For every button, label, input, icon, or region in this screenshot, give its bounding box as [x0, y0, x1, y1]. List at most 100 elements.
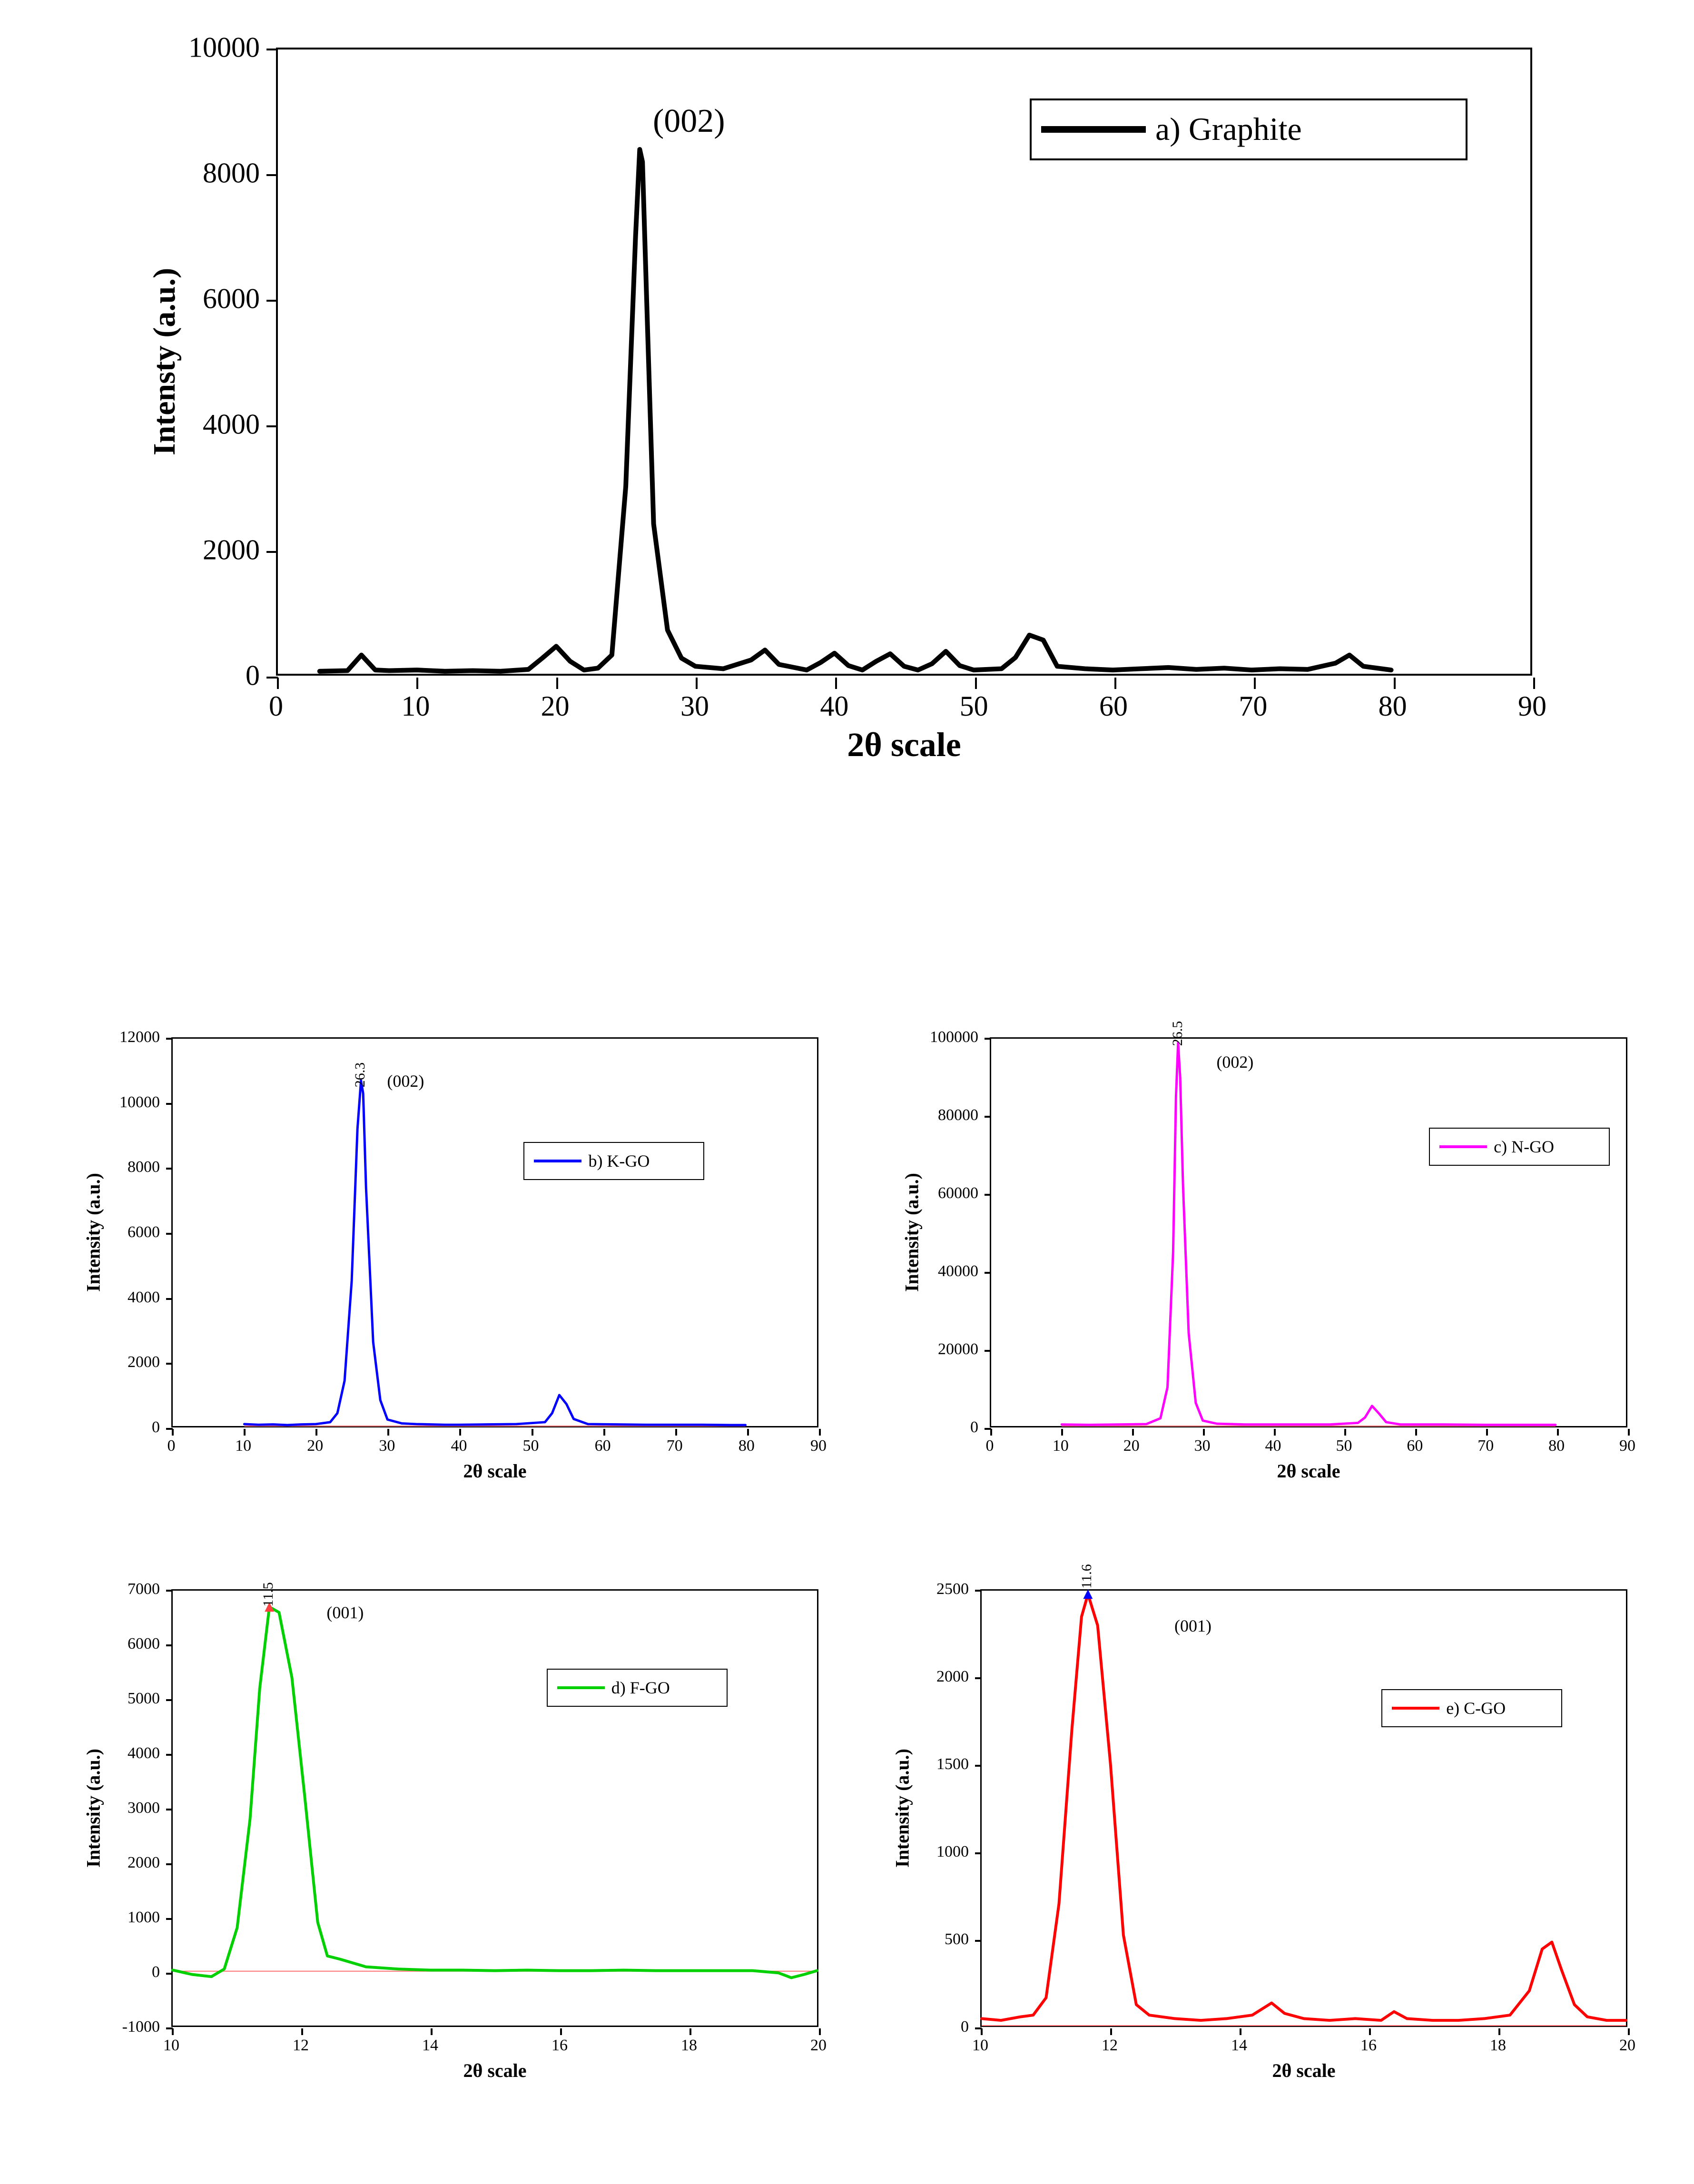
series-line: [244, 1081, 745, 1425]
y-tick: [166, 2027, 173, 2029]
x-tick-label: 30: [680, 690, 709, 723]
x-tick: [560, 2028, 562, 2035]
x-tick-label: 90: [810, 1437, 827, 1455]
y-tick: [166, 1168, 173, 1170]
x-tick-label: 60: [1099, 690, 1128, 723]
x-tick-label: 18: [1490, 2036, 1506, 2055]
x-tick-label: 50: [523, 1437, 539, 1455]
x-tick: [315, 1429, 317, 1436]
x-tick: [689, 2028, 691, 2035]
y-tick-label: 2000: [203, 534, 260, 567]
legend-line-swatch: [534, 1160, 581, 1162]
x-tick-label: 20: [1123, 1437, 1140, 1455]
x-tick: [1557, 1429, 1559, 1436]
y-tick-label: 0: [152, 1963, 160, 1981]
x-tick-label: 20: [541, 690, 570, 723]
y-tick-label: 1500: [936, 1755, 969, 1773]
x-tick: [835, 678, 837, 689]
y-tick-label: 4000: [128, 1289, 160, 1307]
legend-box: b) K-GO: [523, 1142, 704, 1180]
y-tick-label: 6000: [128, 1223, 160, 1241]
x-tick: [1533, 678, 1535, 689]
x-tick: [1628, 1429, 1630, 1436]
legend-label: b) K-GO: [588, 1151, 650, 1171]
y-tick: [985, 1194, 991, 1196]
series-line: [982, 1594, 1626, 2020]
peak-value-label: 26.5: [1170, 1021, 1186, 1046]
x-tick: [556, 678, 558, 689]
x-axis-title: 2θ scale: [463, 1460, 526, 1482]
y-tick-label: 80000: [938, 1106, 978, 1124]
y-tick-label: 0: [152, 1418, 160, 1436]
y-tick: [985, 1272, 991, 1274]
x-tick: [675, 1429, 677, 1436]
peak-marker: [1083, 1589, 1093, 1599]
y-tick-label: 7000: [128, 1580, 160, 1598]
x-tick-label: 40: [1265, 1437, 1281, 1455]
x-tick-label: 12: [1102, 2036, 1118, 2055]
x-tick-label: 50: [960, 690, 988, 723]
x-tick: [1394, 678, 1396, 689]
y-tick: [975, 1765, 982, 1767]
x-tick: [1240, 2028, 1241, 2035]
peak-plane-annotation: (002): [387, 1071, 424, 1091]
y-tick-label: 60000: [938, 1184, 978, 1202]
x-axis-title: 2θ scale: [463, 2059, 526, 2082]
peak-value-label: 11.5: [260, 1583, 276, 1607]
chart-panel-chart_b: 0102030405060708090020004000600080001000…: [57, 1018, 847, 1523]
x-tick-label: 90: [1619, 1437, 1635, 1455]
y-tick: [166, 1038, 173, 1040]
peak-value-label: 26.3: [352, 1062, 368, 1087]
y-tick: [266, 677, 278, 679]
y-tick-label: 6000: [128, 1635, 160, 1653]
x-tick-label: 14: [422, 2036, 438, 2055]
y-tick: [975, 1852, 982, 1854]
y-tick: [975, 1940, 982, 1942]
y-tick: [166, 1298, 173, 1300]
legend-box: c) N-GO: [1429, 1128, 1610, 1166]
x-axis-title: 2θ scale: [1272, 2059, 1335, 2082]
x-tick-label: 90: [1518, 690, 1546, 723]
y-tick-label: 40000: [938, 1262, 978, 1280]
x-tick-label: 60: [595, 1437, 611, 1455]
page-root: 0102030405060708090020004000600080001000…: [0, 0, 1694, 2184]
x-tick: [459, 1429, 461, 1436]
x-tick: [1415, 1429, 1417, 1436]
legend-label: d) F-GO: [611, 1678, 670, 1698]
y-axis-title: Intensity (a.u.): [82, 1749, 105, 1868]
legend-label: a) Graphite: [1155, 110, 1302, 148]
peak-plane-annotation: (002): [1216, 1052, 1253, 1072]
legend-label: e) C-GO: [1446, 1698, 1506, 1718]
y-tick: [166, 1809, 173, 1810]
y-axis-title: Intensity (a.u.): [891, 1749, 914, 1868]
y-tick-label: 0: [246, 659, 260, 692]
plot-area-chart_b: [171, 1037, 818, 1427]
x-tick: [1114, 678, 1116, 689]
y-tick-label: 20000: [938, 1340, 978, 1358]
plot-area-chart_c: [990, 1037, 1627, 1427]
x-tick-label: 30: [1194, 1437, 1211, 1455]
x-tick-label: 10: [1053, 1437, 1069, 1455]
y-axis-title: Intensity (a.u.): [901, 1173, 923, 1292]
x-tick: [981, 2028, 983, 2035]
x-tick: [1203, 1429, 1205, 1436]
data-series-chart_e: [982, 1591, 1626, 2026]
x-tick-label: 70: [1477, 1437, 1494, 1455]
x-tick-label: 0: [167, 1437, 176, 1455]
y-tick-label: 10000: [119, 1093, 160, 1112]
y-tick-label: 3000: [128, 1799, 160, 1817]
y-tick-label: 1000: [936, 1843, 969, 1861]
y-tick-label: 1000: [128, 1909, 160, 1927]
x-tick: [747, 1429, 749, 1436]
x-tick: [1254, 678, 1256, 689]
x-tick: [277, 678, 279, 689]
x-tick-label: 80: [1548, 1437, 1565, 1455]
y-axis-title: Intensty (a.u.): [147, 268, 183, 455]
x-tick: [1344, 1429, 1346, 1436]
series-line: [320, 149, 1391, 671]
chart-panel-chart_e: 101214161820050010001500200025002θ scale…: [866, 1570, 1656, 2122]
y-axis-title: Intensity (a.u.): [82, 1173, 105, 1292]
chart-panel-chart_c: 0102030405060708090020000400006000080000…: [866, 1018, 1656, 1523]
y-tick: [975, 1677, 982, 1679]
y-tick-label: 2000: [128, 1854, 160, 1872]
